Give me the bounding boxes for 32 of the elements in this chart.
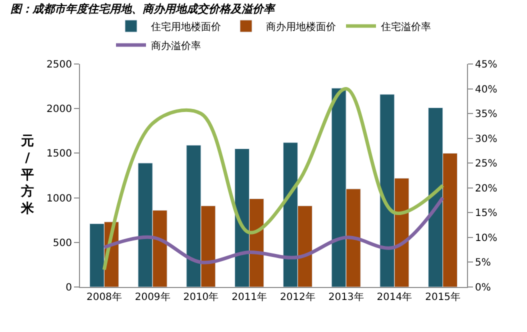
y2-tick-label: 35% <box>475 109 498 120</box>
y-tick-label: 500 <box>52 238 72 249</box>
x-tick-label: 2013年 <box>328 291 364 303</box>
y-tick-label: 2500 <box>46 60 72 70</box>
y-tick-label: 2000 <box>46 104 72 116</box>
y2-tick-label: 40% <box>475 84 498 96</box>
x-tick-label: 2012年 <box>280 291 316 303</box>
x-tick-label: 2008年 <box>86 291 122 303</box>
x-tick-label: 2011年 <box>232 291 268 303</box>
line-series <box>102 87 445 272</box>
x-tick-label: 2010年 <box>183 291 219 303</box>
legend-label: 商办用地楼面价 <box>266 20 336 33</box>
y2-tick-label: 30% <box>475 134 498 145</box>
line-series <box>102 196 445 264</box>
y2-tick-label: 15% <box>475 208 498 220</box>
x-tick-label: 2014年 <box>376 291 412 303</box>
y2-tick-label: 0% <box>475 282 491 294</box>
y-tick-label: 1500 <box>46 148 72 160</box>
y-tick-label: 0 <box>66 282 72 294</box>
legend-label: 商办溢价率 <box>151 40 201 52</box>
y2-tick-label: 10% <box>475 232 498 244</box>
y-tick-label: 1000 <box>46 193 72 204</box>
y2-tick-label: 5% <box>475 258 491 269</box>
x-tick-label: 2015年 <box>425 291 461 303</box>
chart-title: 图：成都市年度住宅用地、商办用地成交价格及溢价率 <box>10 2 277 16</box>
legend-label: 住宅用地楼面价 <box>151 20 221 33</box>
y-axis-title: 元/平方米 <box>20 134 35 217</box>
x-tick-label: 2009年 <box>134 291 170 303</box>
y2-tick-label: 45% <box>475 60 498 70</box>
y2-tick-label: 25% <box>475 158 498 170</box>
y2-tick-label: 20% <box>475 183 498 194</box>
legend-label: 住宅溢价率 <box>381 20 431 33</box>
